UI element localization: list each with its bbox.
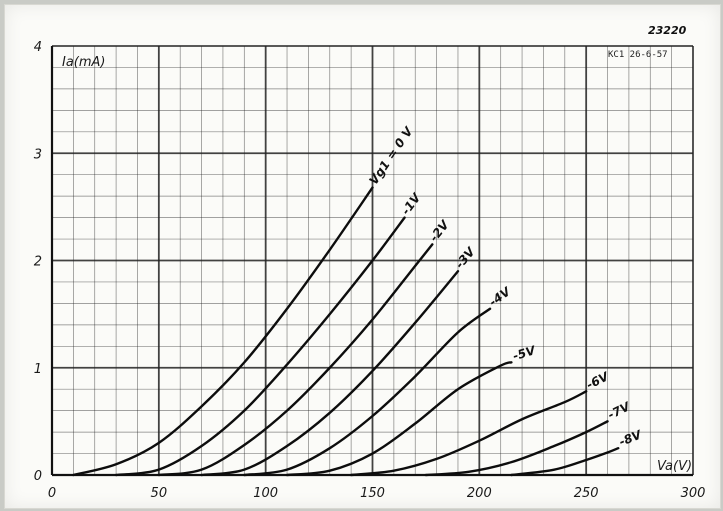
series-line (349, 390, 588, 477)
x-tick-label: 0 (48, 486, 56, 501)
series-line (243, 307, 492, 477)
series-line (510, 446, 620, 477)
y-axis-title: Ia(mA) (62, 55, 106, 70)
series-line (114, 216, 406, 477)
series-label: -2V (427, 217, 453, 245)
series-label: -1V (399, 190, 425, 218)
series-label: -8V (617, 427, 645, 449)
y-tick-label: 1 (34, 362, 42, 377)
y-tick-label: 2 (34, 255, 42, 270)
series-line (72, 186, 374, 477)
x-tick-label: 50 (151, 486, 168, 501)
series-line (424, 420, 609, 477)
series-label: -3V (453, 243, 479, 271)
y-tick-label: 4 (34, 40, 42, 55)
x-axis-title: Va(V) (657, 459, 692, 474)
series-label: -7V (606, 399, 634, 422)
y-tick-label: 0 (34, 469, 42, 484)
series-label: Vg1 = 0 V (366, 123, 416, 187)
tick-labels: 0 50 100 150 200 250 300 0 1 2 3 4 (34, 40, 706, 501)
characteristic-curves (72, 186, 620, 477)
x-tick-label: 250 (574, 486, 599, 501)
curve-labels: Vg1 = 0 V-1V-2V-3V-4V-5V-6V-7V-8V (366, 123, 644, 449)
series-label: -5V (511, 343, 538, 363)
series-line (285, 361, 513, 477)
series-line (157, 243, 434, 477)
y-tick-label: 3 (34, 147, 42, 162)
x-tick-label: 200 (467, 486, 492, 501)
series-line (200, 270, 460, 477)
series-label: -6V (584, 369, 612, 392)
drawing-number: 23220 (648, 24, 687, 37)
x-tick-label: 150 (360, 486, 385, 501)
stamp-text: KC1 26-6-57 (608, 50, 668, 60)
x-tick-label: 300 (681, 486, 706, 501)
x-tick-label: 100 (253, 486, 278, 501)
